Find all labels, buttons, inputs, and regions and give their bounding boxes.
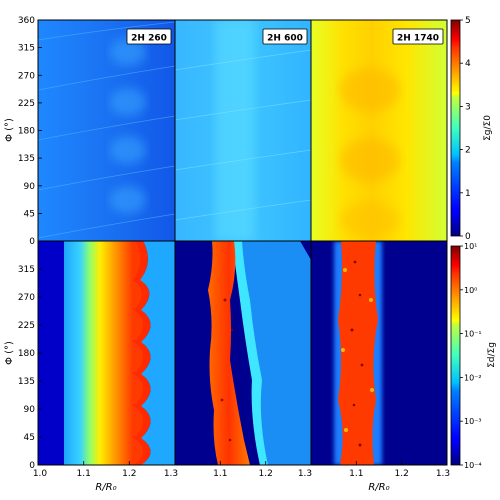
panel-label-top-left: 2H 260 [131,34,167,44]
y-axis-bottom: 0 45 90 135 180 225 270 315 [18,265,42,471]
colorbar-top: 0 1 2 3 4 5 Σg/Σ0 [450,16,493,242]
y-tick-top-225: 225 [18,99,35,109]
panel-bottom-middle [175,241,311,465]
panel-bottom-right [311,241,447,465]
y-tick-top-45: 45 [24,209,35,219]
panel-top-left [38,20,175,241]
x-tick-p1-1.0: 1.0 [33,469,48,479]
cbar-bottom-tick-1e0: 10⁰ [464,286,477,295]
cbar-top-tick-0: 0 [465,232,471,242]
y-tick-top-360: 360 [18,16,35,26]
cbar-bottom-tick-1e-2: 10⁻² [464,373,482,382]
panel-top-middle [175,20,311,241]
x-tick-p3-1.2: 1.2 [395,469,409,479]
panel-label-group: 2H 260 2H 600 2H 1740 [126,28,444,45]
y-tick-bottom-90: 90 [24,405,36,415]
y-axis-label-top: Φ (°) [4,118,15,142]
y-tick-bottom-270: 270 [18,293,35,303]
colorbar-bottom-label: Σd/Σg [487,342,497,368]
y-tick-top-0: 0 [29,237,35,247]
y-tick-top-135: 135 [18,154,35,164]
cbar-bottom-tick-1e-3: 10⁻³ [464,417,482,426]
cbar-bottom-tick-1e-1: 10⁻¹ [464,330,482,339]
y-tick-top-315: 315 [18,44,35,54]
cbar-top-tick-5: 5 [465,16,471,26]
y-tick-bottom-315: 315 [18,265,35,275]
x-tick-p2-1.1: 1.1 [213,469,227,479]
y-tick-top-270: 270 [18,71,35,81]
x-tick-p2-1.2: 1.2 [259,469,273,479]
x-tick-p3-1.3: 1.3 [436,469,450,479]
y-tick-bottom-0: 0 [29,461,35,471]
panel-top-right [311,20,447,241]
y-tick-bottom-135: 135 [18,377,35,387]
cbar-top-tick-1: 1 [465,189,471,199]
colorbar-bottom: 10⁻⁴ 10⁻³ 10⁻² 10⁻¹ 10⁰ 10¹ Σd/Σg [450,242,497,470]
x-tick-p3-1.1: 1.1 [349,469,363,479]
x-tick-p1-1.3: 1.3 [164,469,178,479]
cbar-top-tick-2: 2 [465,146,471,156]
x-tick-p1-1.1: 1.1 [77,469,91,479]
panel-frames [37,19,448,466]
y-tick-top-180: 180 [18,127,35,137]
colorbar-top-label: Σg/Σ0 [483,115,493,141]
y-tick-bottom-45: 45 [24,433,35,443]
panel-label-top-middle: 2H 600 [267,34,303,44]
panel-label-top-right: 2H 1740 [397,34,439,44]
y-tick-bottom-180: 180 [18,349,35,359]
y-axis-top: 0 45 90 135 180 225 270 315 360 [18,16,42,247]
y-axis-label-bottom: Φ (°) [4,341,15,365]
y-tick-top-90: 90 [24,182,36,192]
cbar-top-tick-4: 4 [465,59,471,69]
x-axis: 1.0 1.1 1.2 1.3 1.1 1.2 1.3 1.1 1.2 1.3 [33,461,450,479]
panel-bottom-left [38,241,175,465]
cbar-bottom-tick-1e-4: 10⁻⁴ [464,461,482,470]
x-tick-p2-1.3: 1.3 [298,469,312,479]
x-axis-label-left: R/R₀ [95,482,116,493]
x-tick-p1-1.2: 1.2 [122,469,136,479]
cbar-bottom-tick-1e1: 10¹ [464,242,477,251]
x-axis-label-right: R/R₀ [368,482,389,493]
y-tick-bottom-225: 225 [18,321,35,331]
cbar-top-tick-3: 3 [465,102,471,112]
